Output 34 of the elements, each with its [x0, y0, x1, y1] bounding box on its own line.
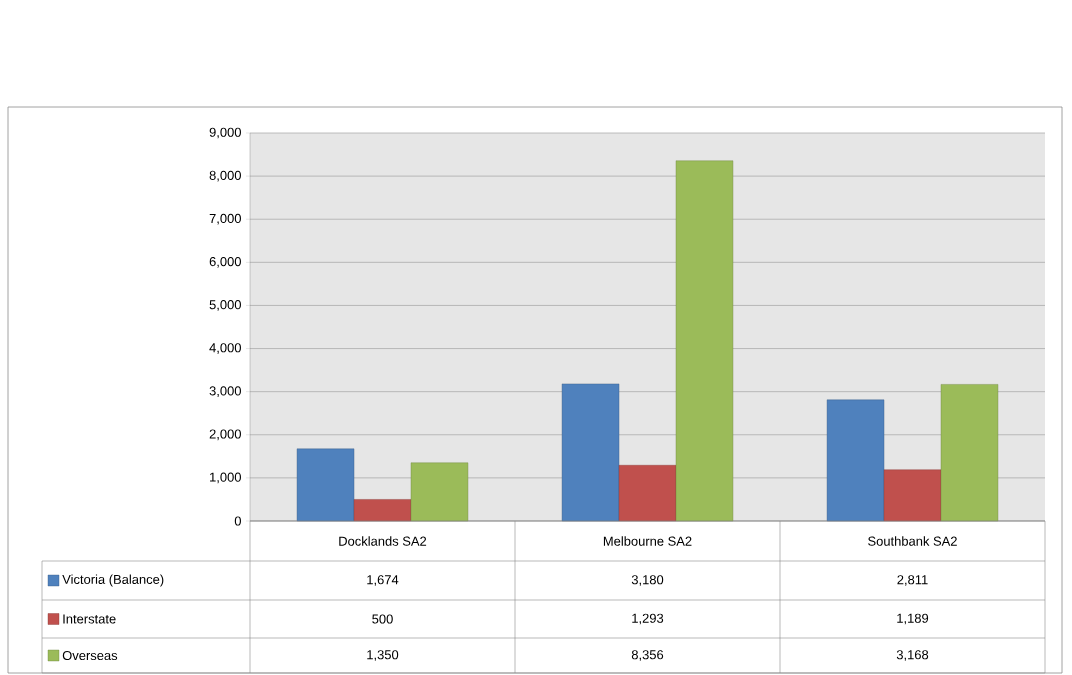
bar: [940, 384, 999, 522]
y-tick-label: 6,000: [209, 256, 241, 268]
bar: [353, 499, 412, 522]
legend-label: Victoria (Balance): [62, 574, 164, 587]
y-tick-label: 8,000: [209, 170, 241, 182]
x-tick-label: Docklands SA2: [339, 536, 427, 546]
x-tick-label: Melbourne SA2: [603, 536, 692, 546]
legend-label: Overseas: [62, 650, 118, 661]
y-tick-label: 7,000: [209, 213, 241, 225]
data-label: 1,674: [367, 575, 399, 586]
y-tick-label: 9,000: [209, 127, 241, 139]
y-tick-label: 5,000: [209, 300, 241, 311]
legend-label: Interstate: [63, 614, 116, 624]
bar: [296, 448, 355, 522]
bar: [826, 399, 885, 522]
y-tick-label: 2,000: [209, 429, 241, 441]
bar: [561, 383, 620, 522]
data-label: 1,189: [897, 613, 929, 625]
data-label: 3,168: [896, 650, 929, 661]
data-label: 500: [372, 614, 393, 624]
x-tick-label: Southbank SA2: [868, 536, 957, 546]
y-tick-label: 3,000: [209, 386, 241, 398]
y-tick-label: 4,000: [209, 343, 241, 354]
y-tick-label: 1,000: [210, 472, 241, 484]
data-label: 8,356: [631, 650, 664, 661]
data-label: 1,293: [632, 613, 664, 625]
y-tick-label: 0: [234, 516, 241, 526]
data-label: 1,350: [367, 650, 399, 661]
bar: [410, 462, 469, 522]
bar: [675, 160, 734, 522]
data-label: 3,180: [631, 575, 664, 586]
bar: [618, 465, 677, 522]
data-label: 2,811: [897, 575, 928, 586]
bar: [883, 469, 942, 522]
